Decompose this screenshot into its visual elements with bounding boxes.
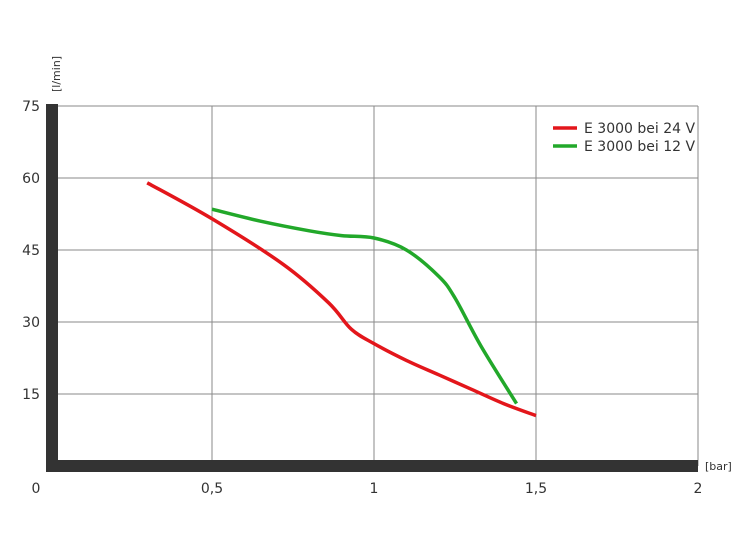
x-tick-label-2: 1: [370, 481, 379, 497]
y-tick-label-3: 60: [22, 171, 40, 187]
legend: E 3000 bei 24 V E 3000 bei 12 V: [553, 121, 695, 155]
y-axis-label: [l/min]: [50, 56, 63, 92]
legend-label-1: E 3000 bei 12 V: [584, 139, 695, 155]
y-axis-line: [46, 104, 58, 472]
tick-labels: 15 30 45 60 75 0 0,5 1 1,5 2: [22, 99, 702, 497]
series-layer: [146, 181, 537, 418]
y-tick-label-4: 75: [22, 99, 40, 115]
legend-label-0: E 3000 bei 24 V: [584, 121, 695, 137]
y-tick-label-1: 30: [22, 315, 40, 331]
series-line-1: [211, 207, 519, 405]
y-tick-label-0: 15: [22, 387, 40, 403]
x-tick-label-0: 0: [32, 481, 41, 497]
x-tick-label-3: 1,5: [525, 481, 547, 497]
x-tick-label-1: 0,5: [201, 481, 223, 497]
series-line-0: [146, 181, 537, 418]
axes: [46, 104, 698, 472]
grid: [50, 105, 699, 466]
x-tick-label-4: 2: [694, 481, 703, 497]
x-axis-label: [bar]: [705, 460, 732, 473]
x-axis-line: [46, 460, 698, 472]
y-tick-label-2: 45: [22, 243, 40, 259]
